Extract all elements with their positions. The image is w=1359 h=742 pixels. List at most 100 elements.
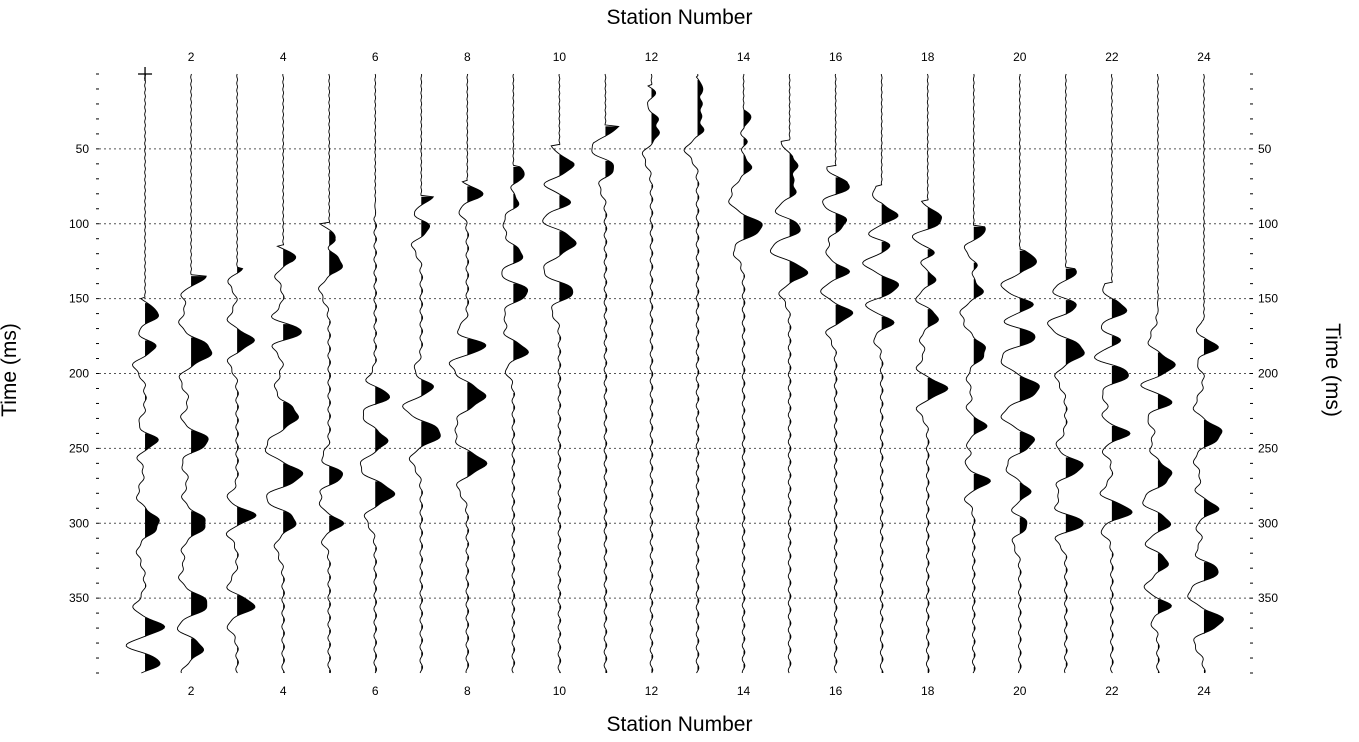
- trace-wiggle: [683, 73, 705, 674]
- origin-marker: [138, 67, 153, 81]
- y-axis-title-right: Time (ms): [1320, 323, 1344, 417]
- trace-wiggle: [591, 73, 620, 674]
- y-tick-label-left: 250: [69, 441, 89, 455]
- trace-station-20: [1000, 73, 1040, 674]
- x-tick-label-top: 14: [737, 50, 751, 64]
- trace-wiggle: [176, 73, 213, 674]
- x-tick-label-bottom: 16: [829, 684, 843, 698]
- trace-station-3: [225, 73, 257, 674]
- trace-fill: [421, 75, 441, 672]
- trace-station-10: [542, 73, 577, 674]
- trace-fill: [329, 76, 344, 674]
- trace-station-17: [862, 73, 900, 674]
- trace-wiggle: [1047, 73, 1085, 674]
- trace-fill: [835, 78, 853, 674]
- x-tick-label-bottom: 12: [645, 684, 659, 698]
- trace-wiggle: [448, 73, 488, 674]
- x-tick-label-bottom: 14: [737, 684, 751, 698]
- trace-fill: [145, 74, 165, 672]
- trace-station-8: [448, 73, 488, 674]
- x-tick-label-top: 18: [921, 50, 935, 64]
- trace-fill: [927, 76, 948, 674]
- x-tick-label-top: 12: [645, 50, 659, 64]
- trace-station-15: [769, 73, 809, 674]
- y-tick-label-right: 200: [1258, 367, 1278, 381]
- x-tick-label-bottom: 10: [553, 684, 567, 698]
- x-tick-label-top: 6: [372, 50, 379, 64]
- y-axis-title-left: Time (ms): [0, 323, 21, 417]
- trace-station-2: [176, 73, 213, 674]
- trace-wiggle: [820, 73, 854, 674]
- trace-wiggle: [125, 73, 166, 674]
- trace-station-21: [1047, 73, 1085, 674]
- trace-station-13: [683, 73, 705, 674]
- x-tick-label-top: 24: [1197, 50, 1211, 64]
- trace-fill: [283, 78, 303, 674]
- trace-station-14: [728, 73, 763, 674]
- trace-station-9: [501, 73, 529, 674]
- trace-station-16: [820, 73, 854, 674]
- trace-wiggle: [225, 73, 257, 674]
- x-tick-label-bottom: 18: [921, 684, 935, 698]
- x-tick-label-bottom: 20: [1013, 684, 1027, 698]
- y-tick-label-left: 350: [69, 591, 89, 605]
- y-tick-label-right: 350: [1258, 591, 1278, 605]
- trace-wiggle: [728, 73, 763, 674]
- x-tick-label-bottom: 6: [372, 684, 379, 698]
- y-tick-label-right: 300: [1258, 516, 1278, 530]
- trace-wiggle: [959, 73, 991, 674]
- trace-fill: [237, 79, 256, 674]
- x-tick-label-top: 4: [280, 50, 287, 64]
- y-tick-label-left: 100: [69, 217, 89, 231]
- trace-station-12: [641, 73, 660, 674]
- trace-fill: [651, 76, 660, 674]
- x-tick-label-top: 16: [829, 50, 843, 64]
- trace-fill: [375, 75, 395, 673]
- x-axis-title-top: Station Number: [606, 6, 753, 29]
- y-tick-label-right: 100: [1258, 217, 1278, 231]
- trace-station-23: [1140, 73, 1176, 674]
- trace-station-11: [591, 73, 620, 674]
- seismic-traces: [125, 73, 1225, 674]
- trace-station-22: [1093, 73, 1133, 674]
- trace-fill: [881, 78, 899, 674]
- trace-wiggle: [318, 73, 345, 674]
- trace-fill: [1065, 74, 1085, 669]
- trace-fill: [191, 74, 212, 662]
- y-tick-label-right: 50: [1258, 142, 1272, 156]
- trace-station-19: [959, 73, 991, 674]
- trace-station-5: [318, 73, 345, 674]
- trace-station-24: [1187, 73, 1225, 674]
- x-tick-label-top: 2: [188, 50, 195, 64]
- trace-wiggle: [769, 73, 809, 674]
- axes: 50 50 100 100 150 150 200 200 250 250 300 300 350 350…: [69, 50, 1278, 698]
- trace-fill: [559, 78, 577, 674]
- x-tick-label-top: 22: [1105, 50, 1119, 64]
- x-axis-title-bottom: Station Number: [606, 713, 753, 736]
- x-tick-label-bottom: 2: [188, 684, 195, 698]
- trace-wiggle: [359, 73, 396, 674]
- trace-station-7: [402, 73, 441, 674]
- x-tick-label-top: 20: [1013, 50, 1027, 64]
- x-tick-label-top: 10: [553, 50, 567, 64]
- trace-wiggle: [862, 73, 900, 674]
- trace-wiggle: [501, 73, 529, 674]
- trace-wiggle: [1000, 73, 1040, 674]
- x-tick-label-top: 8: [464, 50, 471, 64]
- x-tick-label-bottom: 24: [1197, 684, 1211, 698]
- trace-wiggle: [402, 73, 441, 674]
- trace-station-1: [125, 73, 166, 674]
- trace-station-4: [264, 73, 304, 674]
- y-tick-label-right: 150: [1258, 292, 1278, 306]
- time-gridlines: [99, 148, 1250, 599]
- y-tick-label-left: 300: [69, 516, 89, 530]
- y-tick-label-left: 200: [69, 367, 89, 381]
- trace-fill: [1203, 76, 1224, 674]
- trace-station-18: [911, 73, 949, 674]
- y-tick-label-right: 250: [1258, 441, 1278, 455]
- trace-wiggle: [542, 73, 577, 674]
- trace-wiggle: [264, 73, 304, 674]
- trace-wiggle: [911, 73, 949, 674]
- trace-fill: [605, 76, 619, 674]
- x-tick-label-bottom: 22: [1105, 684, 1119, 698]
